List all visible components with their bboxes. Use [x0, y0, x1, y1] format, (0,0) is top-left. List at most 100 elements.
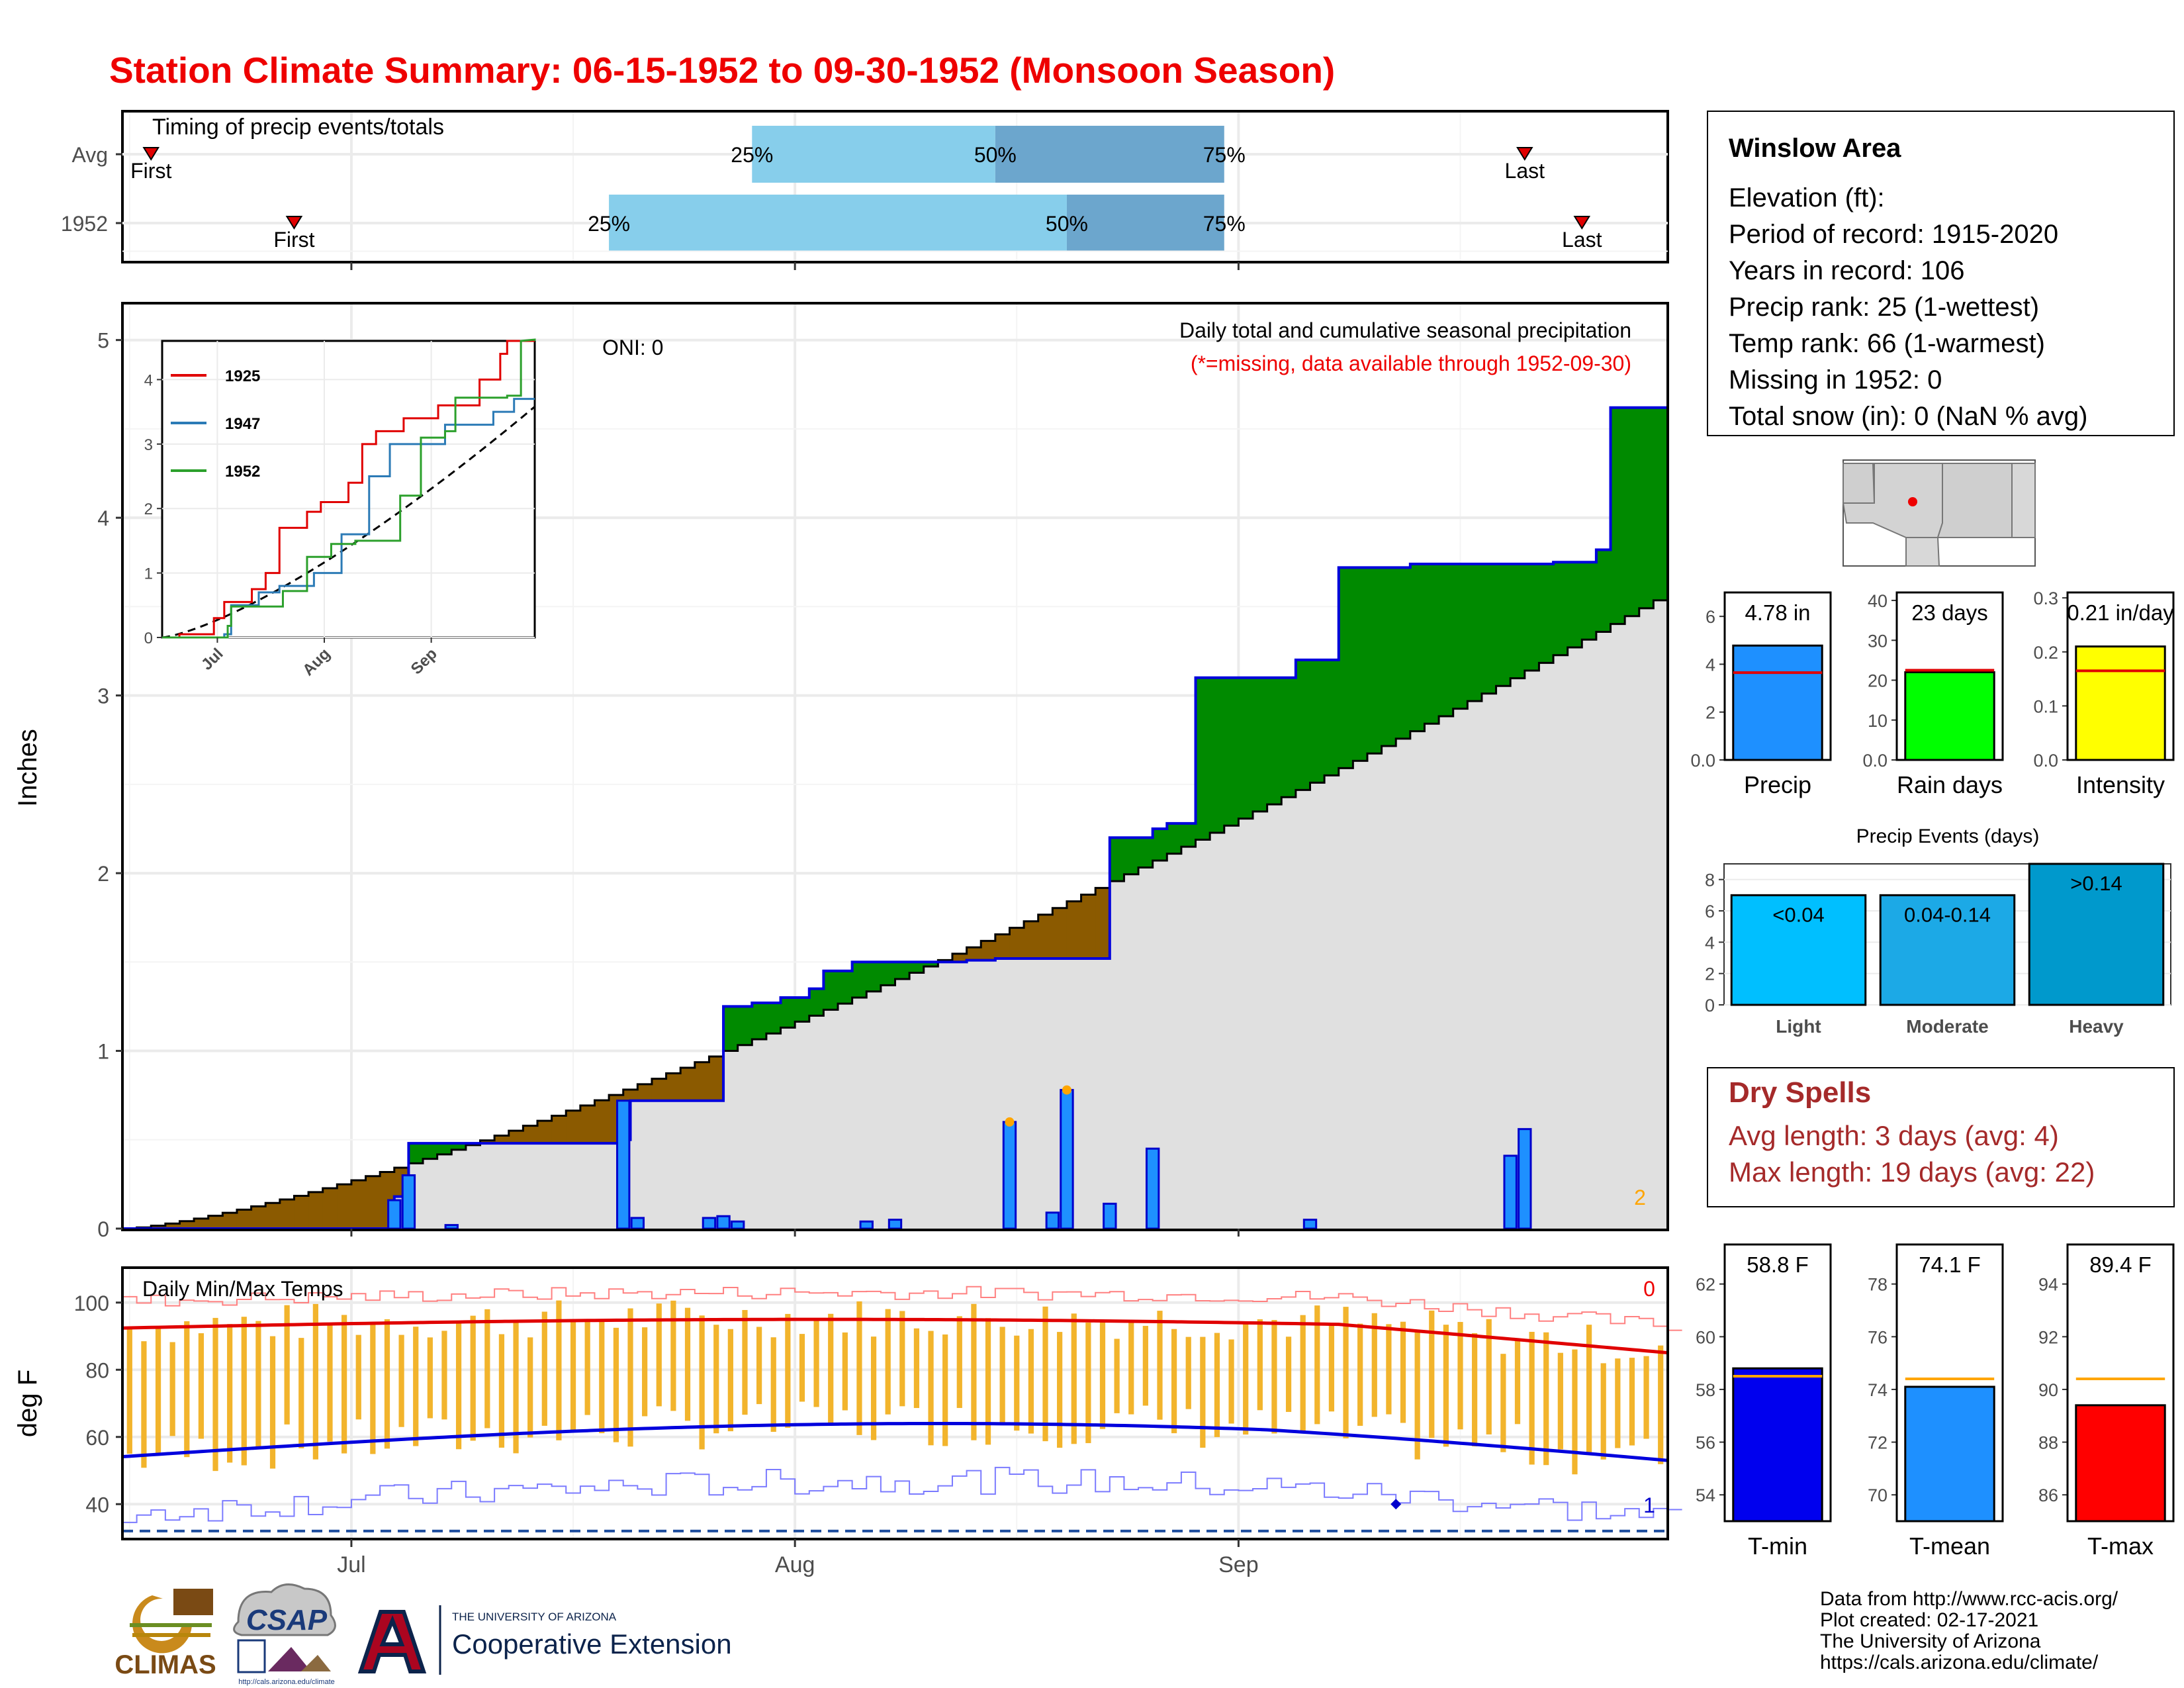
daily-temp-bar [427, 1337, 433, 1419]
daily-temp-bar [327, 1325, 333, 1442]
season-temp-charts: 54 56 58 60 62 58.8 F T-min 70 72 74 76 78 74.1 F T-m… [1696, 1243, 2175, 1560]
daily-temp-bar [742, 1309, 748, 1415]
record-min-marker [1390, 1499, 1402, 1510]
mini-ytick-label: 70 [1868, 1485, 1888, 1505]
daily-precip-bar [1103, 1202, 1117, 1230]
daily-temp-bar [642, 1327, 648, 1417]
daily-temp-bar [1171, 1329, 1177, 1434]
mini-ytick-label: 74 [1868, 1380, 1888, 1400]
mini-chart-frame [1723, 1243, 1832, 1523]
deficit-area [952, 953, 968, 962]
surplus-area [1253, 677, 1268, 812]
daily-temp-bar [1328, 1323, 1335, 1412]
precip-panel: 0 1 2 3 4 5 Inches ONI: 0 Daily total and cum… [13, 250, 1669, 1241]
deficit-area [680, 1068, 696, 1101]
daily-precip-bar [859, 1220, 874, 1230]
footer-line: https://cals.arizona.edu/climate/ [1820, 1652, 2099, 1673]
daily-temp-bar [355, 1335, 361, 1420]
inset-legend-label: 1947 [225, 415, 260, 433]
month-tick-label: Jul [337, 1552, 365, 1577]
mini-ytick-label: 4 [1706, 655, 1715, 675]
daily-temp-bar [999, 1327, 1005, 1425]
mini-value-label: 74.1 F [1919, 1252, 1981, 1277]
surplus-area [1639, 407, 1654, 608]
csap-url: http://cals.arizona.edu/climate [238, 1678, 335, 1686]
daily-temp-bar [1600, 1363, 1606, 1460]
mini-chart-frame [2066, 591, 2175, 761]
daily-temp-bar [413, 1327, 419, 1446]
daily-temp-bar [1271, 1320, 1277, 1434]
daily-temp-bar [141, 1341, 147, 1468]
mini-ytick-label: 62 [1696, 1275, 1715, 1295]
daily-temp-bar [942, 1334, 948, 1446]
surplus-area [1510, 563, 1525, 679]
deficit-area [1066, 901, 1082, 959]
precip-subtitle: (*=missing, data available through 1952-… [1191, 352, 1631, 375]
daily-temp-bar [169, 1342, 175, 1436]
precip-ytick-label: 4 [97, 506, 109, 530]
deficit-area [594, 1100, 610, 1144]
surplus-area [1596, 549, 1612, 632]
daily-temp-bar [1014, 1335, 1020, 1431]
deficit-area [337, 1184, 352, 1229]
daily-temp-bar [1185, 1336, 1191, 1409]
daily-temp-bar [441, 1331, 447, 1420]
daily-temp-bar [1057, 1332, 1063, 1448]
events-bar-Light [1730, 894, 1867, 1006]
deficit-area [1052, 908, 1068, 959]
daily-temp-bar [556, 1300, 562, 1440]
surplus-area [1553, 562, 1569, 655]
station-info-box: Winslow Area Elevation (ft): Period of re… [1707, 111, 2175, 436]
deficit-area [623, 1090, 638, 1101]
events-ytick-label: 0 [1705, 996, 1715, 1015]
temp-ylabel: deg F [13, 1370, 42, 1437]
mini-value-label: 4.78 in [1745, 600, 1810, 625]
precip-ytick-label: 5 [97, 329, 109, 353]
surplus-area [909, 962, 925, 973]
temp-title: Daily Min/Max Temps [142, 1277, 343, 1301]
daily-temp-bar [799, 1334, 805, 1402]
daily-temp-bar [269, 1336, 276, 1469]
daily-temp-bar [1586, 1325, 1592, 1453]
events-ytick-label: 2 [1705, 964, 1715, 984]
climas-logo: CLIMAS [114, 1589, 216, 1679]
footer-line: The University of Arizona [1820, 1630, 2041, 1652]
daily-temp-bar [227, 1324, 233, 1463]
surplus-area [1467, 563, 1482, 702]
events-bar-label: <0.04 [1772, 903, 1824, 926]
precip-ytick-label: 3 [97, 684, 109, 708]
daily-precip-bar [1145, 1147, 1160, 1230]
mini-ytick-label: 0.2 [2033, 643, 2058, 663]
mini-chart-frame [1895, 1243, 2004, 1523]
timing-label-25: 25% [588, 212, 630, 236]
deficit-area [365, 1176, 381, 1229]
daily-temp-bar [527, 1337, 533, 1438]
avg-cumulative-area [122, 592, 1668, 1229]
timing-panel: 25% 50% 75% First Last 25% 50% 75% First Last Tim… [61, 110, 1669, 270]
deficit-area [566, 1110, 581, 1144]
daily-temp-bar [613, 1327, 619, 1442]
footer-line: Plot created: 02-17-2021 [1820, 1609, 2038, 1631]
daily-temp-bar [1529, 1331, 1535, 1465]
daily-temp-bar [1142, 1325, 1148, 1406]
oni-label: ONI: 0 [602, 336, 663, 359]
daily-precip-bar [1518, 1128, 1532, 1230]
daily-temp-bar [1085, 1322, 1091, 1444]
daily-temp-bar [341, 1315, 347, 1454]
daily-temp-bar [198, 1333, 205, 1439]
dry-spells-avg: Avg length: 3 days (avg: 4) [1729, 1120, 2059, 1151]
daily-record-marker [1062, 1085, 1071, 1095]
timing-bar-25-50 [752, 126, 995, 183]
deficit-area [236, 1209, 252, 1229]
precip-count-label: 2 [1634, 1186, 1646, 1209]
timing-title: Timing of precip events/totals [152, 115, 444, 140]
daily-temp-bar [541, 1311, 547, 1426]
surplus-area [1653, 407, 1668, 600]
daily-temp-bar [684, 1307, 691, 1421]
surplus-area [1109, 837, 1125, 882]
station-info-line: Period of record: 1915-2020 [1729, 220, 2058, 249]
surplus-area [923, 962, 938, 966]
surplus-area [1524, 563, 1540, 671]
surplus-area [1224, 677, 1239, 826]
daily-temp-bar [1457, 1322, 1463, 1430]
